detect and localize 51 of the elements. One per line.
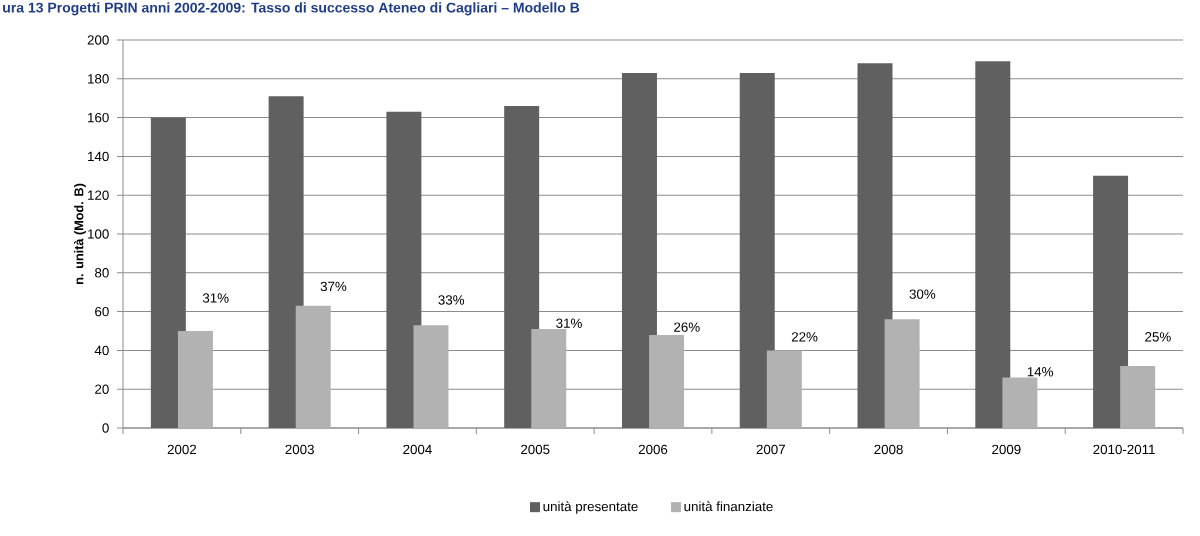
- y-tick-label: 140: [88, 151, 109, 162]
- x-tick-label: 2002: [167, 444, 197, 455]
- y-tick-label: 160: [88, 112, 109, 123]
- annotation: 30%: [909, 289, 936, 299]
- bar: [1120, 365, 1156, 428]
- bar: [386, 111, 422, 428]
- y-tick-label: 20: [95, 384, 109, 394]
- legend-label: unità presentate: [543, 501, 638, 514]
- bar: [413, 325, 449, 428]
- x-tick-label: 2005: [521, 444, 550, 455]
- annotation: 37%: [320, 281, 347, 292]
- bar: [975, 61, 1011, 428]
- annotation: 31%: [556, 318, 582, 328]
- x-tick-label: 2010-2011: [1093, 444, 1155, 455]
- annotation: 22%: [791, 332, 818, 342]
- bar: [649, 334, 685, 428]
- y-axis-title: n. unità (Mod. B): [73, 183, 86, 284]
- annotation: 33%: [438, 295, 465, 305]
- bar: [1093, 175, 1129, 428]
- bar: [739, 72, 775, 428]
- x-tick-label: 2003: [285, 444, 314, 455]
- x-tick-label: 2008: [874, 444, 903, 455]
- y-tick-label: 40: [94, 345, 109, 356]
- bar: [268, 96, 304, 428]
- bar: [1002, 377, 1038, 428]
- x-tick-label: 2004: [403, 444, 432, 455]
- bar: [766, 350, 802, 428]
- annotation: 14%: [1027, 367, 1054, 377]
- y-tick-label: 180: [88, 74, 109, 84]
- bar: [150, 117, 186, 428]
- x-tick-label: 2006: [638, 444, 668, 455]
- bar: [295, 305, 331, 428]
- x-tick-label: 2007: [756, 444, 785, 455]
- y-tick-label: 80: [95, 268, 109, 278]
- y-tick-label: 200: [87, 35, 109, 45]
- annotation: 26%: [674, 322, 700, 332]
- y-tick-label: 60: [95, 306, 109, 317]
- bar: [884, 319, 920, 428]
- legend-label: unità finanziate: [684, 501, 773, 512]
- annotation: 25%: [1145, 332, 1171, 342]
- y-tick-label: 0: [102, 423, 109, 433]
- x-tick-label: 2009: [992, 444, 1021, 455]
- bar: [857, 63, 893, 428]
- bar: [504, 105, 540, 428]
- bar: [177, 331, 213, 428]
- annotation: 31%: [202, 293, 229, 303]
- chart-title: ura 13 Progetti PRIN anni 2002-2009: Tasso di successo Ateneo di Cagliari – Modello B: [3, 2, 580, 16]
- bar: [621, 72, 657, 428]
- bar: [531, 329, 567, 428]
- y-tick-label: 100: [88, 229, 109, 239]
- y-tick-label: 120: [88, 190, 109, 200]
